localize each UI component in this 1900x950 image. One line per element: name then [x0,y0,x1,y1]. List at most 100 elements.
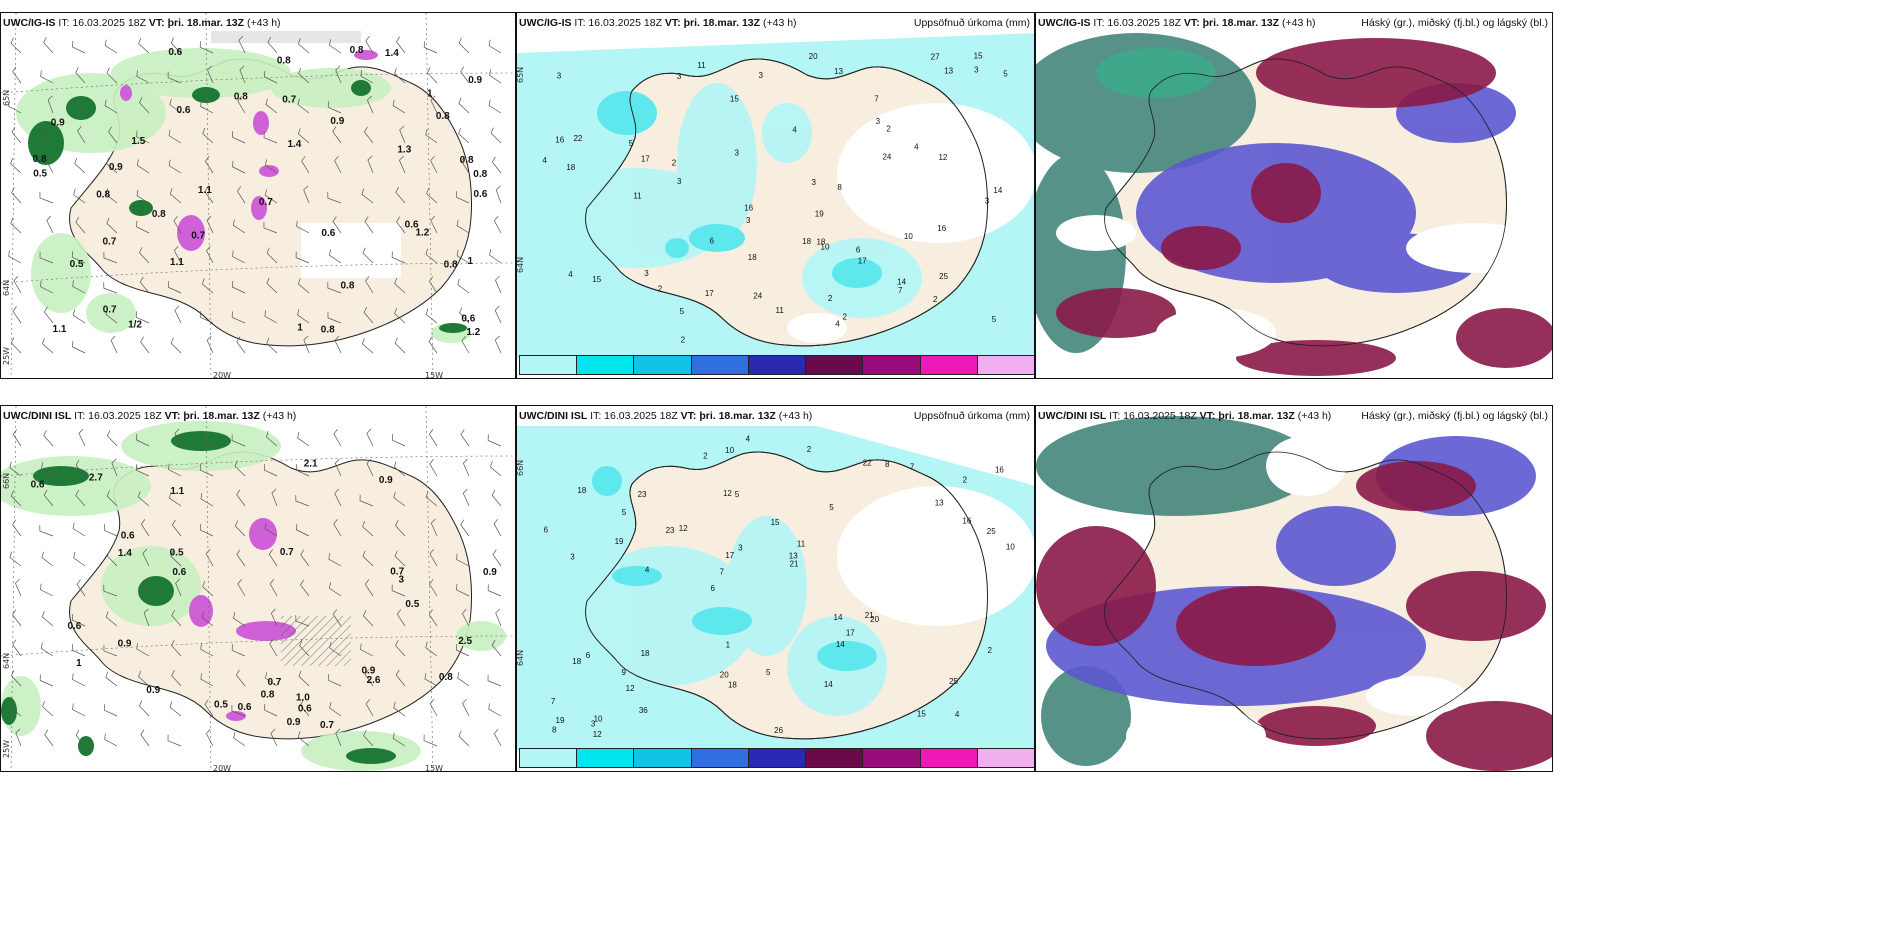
wind-barb [136,433,150,447]
wind-barb [268,549,278,567]
colorbar-swatch [519,748,578,768]
value-label: 0.8 [234,92,248,103]
value-label: 8 [552,725,557,734]
value-label: 4 [835,320,840,329]
wind-barb [234,520,246,537]
wind-barb [426,187,438,204]
value-label: 5 [629,139,634,148]
value-label: 2 [828,294,833,303]
wind-barb [396,216,406,234]
wind-barb [367,155,374,174]
value-label: 5 [766,668,771,677]
wind-barb [142,548,150,567]
wind-barb [12,519,22,537]
wind-barb [12,306,22,324]
value-label: 16 [744,203,753,212]
value-label: 25 [939,272,948,281]
wind-barb [199,311,214,324]
value-label: 0.8 [350,45,364,56]
wind-barb [103,251,118,264]
wind-barb [76,579,86,597]
value-label: 2 [672,158,677,167]
wind-barb [235,669,246,687]
wind-barb [236,489,246,507]
wind-barb [460,429,470,447]
wind-barb [263,464,278,477]
wind-barb [171,670,182,687]
value-label: 1.1 [170,486,184,497]
wind-barb [489,249,502,264]
colorbar-label: 100 [852,770,866,771]
wind-barb [14,578,22,597]
wind-barb [39,674,54,687]
value-label: 12 [723,489,732,498]
wind-barb [458,97,470,114]
wind-barb [138,37,150,54]
value-label: 17 [858,256,867,265]
value-label: 11 [633,192,642,201]
wind-barb [139,247,150,264]
value-label: 5 [735,490,740,499]
wind-barb [457,278,470,294]
colorbar-swatch [919,355,978,375]
wind-barb [167,281,182,294]
map-panel-wind-bottom: 0.5 0.7 0.7 0.6 0.9 1 0.8 0.6 0.7 0.6 0.9 0.8 0.6 0.7… [0,405,516,772]
wind-barb [168,159,182,174]
wind-barb [333,429,342,447]
wind-barb [13,276,22,294]
wind-barb [41,611,54,627]
value-label: 0.5 [405,599,419,610]
value-label: 1 [427,89,433,100]
value-label: 3 [557,72,562,81]
value-label: 0.6 [298,704,312,715]
panel-header: UWC/DINI ISL IT: 16.03.2025 18Z VT: þri.… [3,410,297,422]
wind-barb [462,488,470,507]
wind-barb [396,36,406,54]
colorbar-swatch [747,355,807,375]
wind-barb [492,549,502,567]
wind-barb [238,35,246,54]
wind-barb [9,461,22,477]
wind-barb [365,698,374,717]
value-label: 4 [568,270,573,279]
wind-barb [9,701,22,717]
wind-barb [429,579,438,597]
wind-barb [136,159,150,174]
wind-barb [11,126,22,144]
wind-barb [74,157,86,174]
map-clouds-ig-is [1036,13,1552,378]
wind-barb [173,215,182,234]
wind-barb [105,308,118,324]
value-label: 0.8 [33,154,47,165]
value-label: 1.0 [296,693,310,704]
wind-barb [297,38,310,54]
wind-barb [488,99,502,114]
value-label: 4 [955,710,960,719]
value-label: 36 [639,706,648,715]
value-label: 1 [468,256,474,267]
wind-barb [103,524,118,537]
wind-barb [171,640,182,657]
wind-barb [232,219,246,234]
wind-barb [103,644,118,657]
wind-barb [428,609,438,627]
colorbar-label: 1 [519,377,524,378]
value-label: 0.6 [67,621,81,632]
wind-barb [43,489,54,507]
value-label: 15 [771,518,780,527]
lat-tick: 66N [516,459,525,476]
value-label: 0.6 [473,189,487,200]
wind-barb [334,335,342,354]
wind-barb [200,492,214,507]
wind-barb [106,490,118,507]
wind-barb [428,429,438,447]
value-label: 0.9 [330,116,344,127]
wind-barb [44,729,54,747]
wind-barb [269,578,278,597]
value-label: 16 [995,465,1004,474]
value-label: 19 [615,537,624,546]
wind-barb [106,157,118,174]
wind-barb [236,186,246,204]
value-label: 1 [76,658,82,669]
value-label: 3 [591,719,596,728]
